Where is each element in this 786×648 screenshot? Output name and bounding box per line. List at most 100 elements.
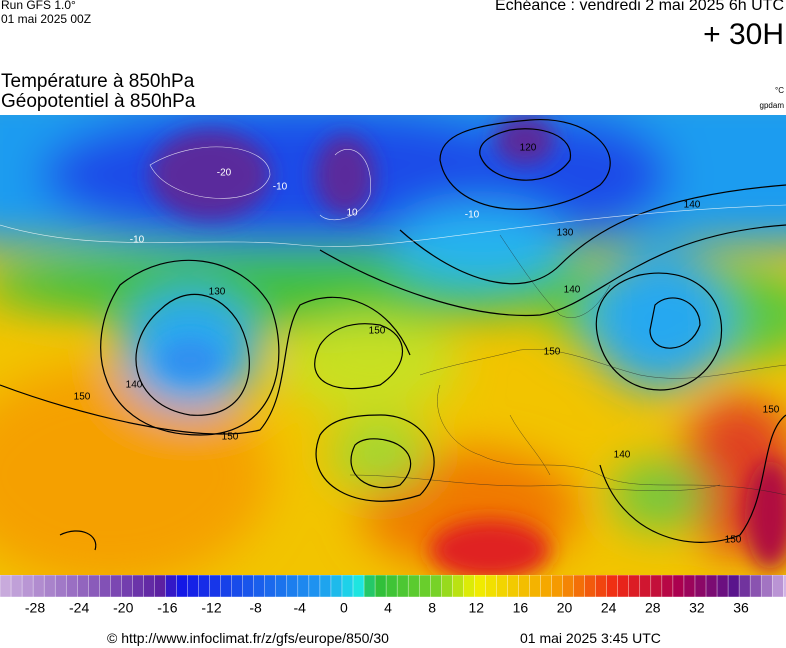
unit-temperature: °C xyxy=(775,86,784,95)
swatch xyxy=(595,575,608,598)
scale-tick-label: 0 xyxy=(340,600,348,615)
isotherm xyxy=(0,204,786,247)
contour-label: 150 xyxy=(763,405,780,416)
swatch xyxy=(21,575,34,598)
generation-time: 01 mai 2025 3:45 UTC xyxy=(520,630,661,646)
swatch xyxy=(661,575,674,598)
swatch xyxy=(297,575,310,598)
swatch xyxy=(99,575,112,598)
isotherm xyxy=(319,149,371,221)
swatch xyxy=(760,575,773,598)
contour-line xyxy=(314,323,404,390)
swatch xyxy=(727,575,740,598)
contour-label: -10 xyxy=(273,182,288,193)
swatch xyxy=(132,575,145,598)
swatch xyxy=(319,575,332,598)
swatch xyxy=(352,575,365,598)
swatch xyxy=(496,575,509,598)
run-date: 01 mai 2025 00Z xyxy=(1,12,92,26)
contour-line xyxy=(350,438,412,489)
swatch xyxy=(463,575,476,598)
scale-ticks: -28 -24 -20 -16 -12 -8 -4 0 4 8 12 16 20 24 28 32 36 xyxy=(25,600,749,615)
contour-line xyxy=(315,414,435,502)
swatch xyxy=(672,575,685,598)
source-url: © http://www.infoclimat.fr/z/gfs/europe/… xyxy=(107,630,389,646)
swatch xyxy=(264,575,277,598)
contour-label: 130 xyxy=(557,228,574,239)
scale-tick-label: -16 xyxy=(157,600,177,615)
contour-label: 150 xyxy=(222,432,239,443)
swatch xyxy=(562,575,575,598)
coastline xyxy=(419,349,786,379)
swatch xyxy=(396,575,409,598)
run-label: Run GFS 1.0° xyxy=(1,0,76,12)
swatch xyxy=(694,575,707,598)
contour-labels: 130 140 150 150 150 150 140 140 130 120 140 150 150 -… xyxy=(74,143,780,546)
swatch xyxy=(407,575,420,598)
scale-tick-label: 8 xyxy=(428,600,436,615)
swatch xyxy=(176,575,189,598)
swatch xyxy=(187,575,200,598)
scale-tick-label: 32 xyxy=(689,600,705,615)
contour-label: 140 xyxy=(684,200,701,211)
swatch xyxy=(110,575,123,598)
contour-label: 150 xyxy=(544,347,561,358)
contour-line xyxy=(599,414,786,543)
contour-label: 140 xyxy=(614,450,631,461)
swatch xyxy=(573,575,586,598)
title-temperature: Température à 850hPa xyxy=(1,71,195,92)
unit-geopotential: gpdam xyxy=(759,101,784,110)
swatch xyxy=(231,575,244,598)
color-scale: -28 -24 -20 -16 -12 -8 -4 0 4 8 12 16 20 24 28 32 36 xyxy=(0,575,786,615)
scale-tick-label: 12 xyxy=(468,600,484,615)
swatch xyxy=(705,575,718,598)
contour-label: -10 xyxy=(465,210,480,221)
swatch xyxy=(529,575,542,598)
coastline xyxy=(499,234,611,318)
swatch xyxy=(485,575,498,598)
swatch xyxy=(154,575,167,598)
geopotential-contours xyxy=(0,119,786,551)
swatch xyxy=(606,575,619,598)
contour-label: 10 xyxy=(346,208,358,219)
swatch xyxy=(143,575,156,598)
swatch xyxy=(253,575,266,598)
contour-label: 140 xyxy=(126,380,143,391)
swatch xyxy=(165,575,178,598)
coastlines xyxy=(349,234,786,496)
coastline xyxy=(509,414,551,476)
swatch xyxy=(385,575,398,598)
contour-line xyxy=(479,128,571,181)
swatch xyxy=(771,575,784,598)
swatch xyxy=(0,575,12,598)
contour-label: -20 xyxy=(217,168,232,179)
swatch xyxy=(441,575,453,598)
swatch xyxy=(32,575,45,598)
contour-line xyxy=(135,293,250,416)
swatch xyxy=(198,575,211,598)
swatch xyxy=(77,575,89,598)
swatch xyxy=(540,575,553,598)
scale-tick-label: -4 xyxy=(294,600,307,615)
swatch xyxy=(683,575,696,598)
swatch xyxy=(507,575,520,598)
coastline xyxy=(437,384,786,496)
swatch xyxy=(286,575,299,598)
swatch xyxy=(341,575,354,598)
swatch xyxy=(716,575,729,598)
temperature-isotherms xyxy=(0,146,786,247)
swatch xyxy=(551,575,564,598)
swatch xyxy=(639,575,652,598)
swatch xyxy=(330,575,343,598)
swatch xyxy=(474,575,487,598)
swatch xyxy=(452,575,465,598)
map: 130 140 150 150 150 150 140 140 130 120 140 150 150 -… xyxy=(0,115,786,575)
contour-line xyxy=(399,184,786,285)
scale-tick-label: -28 xyxy=(25,600,45,615)
temperature-field xyxy=(0,115,786,575)
title-geopotential: Géopotentiel à 850hPa xyxy=(1,91,196,112)
swatch xyxy=(628,575,641,598)
scale-tick-label: 16 xyxy=(513,600,529,615)
contour-label: 140 xyxy=(564,285,581,296)
